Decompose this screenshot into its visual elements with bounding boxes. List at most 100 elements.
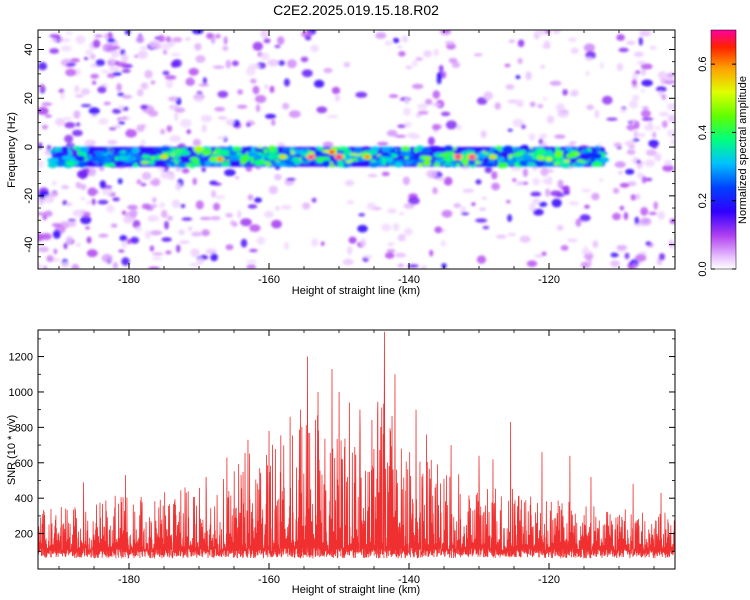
- heatmap-noise-blob: [94, 34, 103, 38]
- heatmap-noise-blob: [388, 94, 399, 98]
- heatmap-noise-blob: [166, 125, 173, 133]
- band-blob: [338, 160, 344, 168]
- heatmap-noise-blob: [633, 51, 644, 58]
- heatmap-noise-blob: [348, 236, 357, 244]
- band-blob: [354, 147, 363, 154]
- heatmap-noise-blob: [225, 59, 231, 69]
- heatmap-noise-blob: [639, 30, 651, 37]
- heatmap-noise-blob: [110, 223, 118, 228]
- band-blob: [103, 163, 115, 167]
- heatmap-noise-blob: [480, 130, 487, 139]
- band-blob: [400, 146, 411, 152]
- heatmap-noise-blob: [110, 49, 119, 58]
- band-blob: [113, 161, 120, 167]
- heatmap-noise-blob: [394, 252, 407, 258]
- heatmap-noise-blob: [512, 178, 517, 183]
- heatmap-noise-blob: [323, 67, 333, 74]
- heatmap-noise-blob: [231, 60, 239, 67]
- band-peak: [364, 154, 370, 159]
- heatmap-noise-blob: [85, 49, 93, 56]
- heatmap-noise-blob: [212, 65, 225, 69]
- heatmap-noise-blob: [68, 221, 77, 228]
- heatmap-noise-blob: [38, 200, 43, 206]
- heatmap-noise-blob: [528, 203, 536, 212]
- band-blob: [483, 162, 495, 168]
- snr-panel: -180 -160 -140 -120 200 400 600 800 1000 1200 He…: [6, 329, 676, 596]
- band-blob: [230, 151, 237, 156]
- heatmap-noise-blob: [88, 107, 100, 115]
- heatmap-noise-blob: [656, 86, 667, 93]
- heatmap-noise-blob: [73, 110, 81, 119]
- heatmap-noise-blob: [540, 167, 549, 177]
- heatmap-noise-blob: [640, 63, 653, 70]
- band-blob: [61, 146, 69, 153]
- heatmap-noise-blob: [613, 142, 622, 148]
- heatmap-noise-blob: [80, 184, 87, 190]
- band-blob: [417, 162, 423, 168]
- heatmap-noise-blob: [536, 30, 544, 36]
- heatmap-noise-blob: [612, 212, 621, 221]
- band-peak: [329, 149, 335, 154]
- heatmap-noise-blob: [98, 118, 109, 125]
- heatmap-noise-blob: [644, 159, 655, 167]
- band-blob: [202, 148, 213, 153]
- y-tick-label: 200: [15, 529, 33, 541]
- heatmap-noise-blob: [460, 205, 467, 214]
- heatmap-noise-blob: [408, 196, 420, 205]
- heatmap-noise-blob: [254, 197, 262, 203]
- band-blob: [230, 146, 243, 152]
- heatmap-noise-blob: [121, 53, 129, 63]
- heatmap-noise-blob: [107, 38, 116, 43]
- band-blob: [199, 159, 206, 165]
- x-tick-label: -140: [398, 274, 420, 286]
- band-blob: [442, 162, 454, 167]
- heatmap-noise-blob: [302, 202, 311, 210]
- heatmap-noise-blob: [417, 110, 429, 115]
- band-peak: [546, 157, 552, 162]
- heatmap-noise-blob: [129, 209, 138, 217]
- heatmap-noise-blob: [86, 236, 92, 244]
- heatmap-noise-blob: [136, 179, 142, 185]
- heatmap-noise-blob: [237, 210, 242, 219]
- heatmap-noise-blob: [215, 33, 221, 39]
- band-blob: [254, 159, 264, 166]
- heatmap-noise-blob: [640, 207, 649, 216]
- band-blob: [71, 149, 78, 156]
- heatmap-noise-blob: [165, 79, 174, 89]
- heatmap-noise-blob: [178, 229, 186, 236]
- band-blob: [77, 163, 89, 167]
- heatmap-noise-blob: [132, 219, 141, 229]
- heatmap-noise-blob: [225, 119, 235, 126]
- colorbar-ticks: 0.0 0.2 0.4 0.6: [697, 56, 736, 277]
- heatmap-noise-blob: [402, 176, 410, 186]
- heatmap-noise-blob: [180, 203, 186, 209]
- heatmap-noise-blob: [666, 103, 675, 111]
- heatmap-noise-blob: [537, 103, 544, 109]
- heatmap-noise-layer: [38, 30, 675, 269]
- band-blob: [369, 162, 379, 168]
- heatmap-noise-blob: [627, 181, 637, 187]
- heatmap-noise-blob: [63, 242, 68, 250]
- heatmap-noise-blob: [310, 44, 320, 53]
- heatmap-noise-blob: [117, 92, 125, 97]
- spectrogram-frame: [37, 29, 676, 270]
- heatmap-noise-blob: [171, 199, 181, 209]
- band-blob: [444, 157, 452, 163]
- heatmap-noise-blob: [640, 89, 646, 93]
- heatmap-noise-blob: [545, 30, 551, 34]
- heatmap-noise-blob: [624, 140, 635, 147]
- heatmap-noise-blob: [570, 89, 579, 97]
- heatmap-noise-blob: [381, 171, 390, 177]
- heatmap-noise-blob: [121, 94, 133, 99]
- heatmap-noise-blob: [85, 200, 92, 205]
- heatmap-noise-blob: [234, 176, 240, 180]
- heatmap-noise-blob: [516, 99, 524, 108]
- band-blob: [179, 150, 191, 156]
- heatmap-noise-blob: [360, 238, 367, 247]
- heatmap-noise-blob: [75, 181, 82, 189]
- heatmap-noise-blob: [140, 183, 147, 187]
- heatmap-band-layer: [47, 144, 610, 169]
- heatmap-noise-blob: [249, 248, 258, 253]
- band-blob: [407, 153, 413, 158]
- heatmap-noise-blob: [237, 89, 244, 95]
